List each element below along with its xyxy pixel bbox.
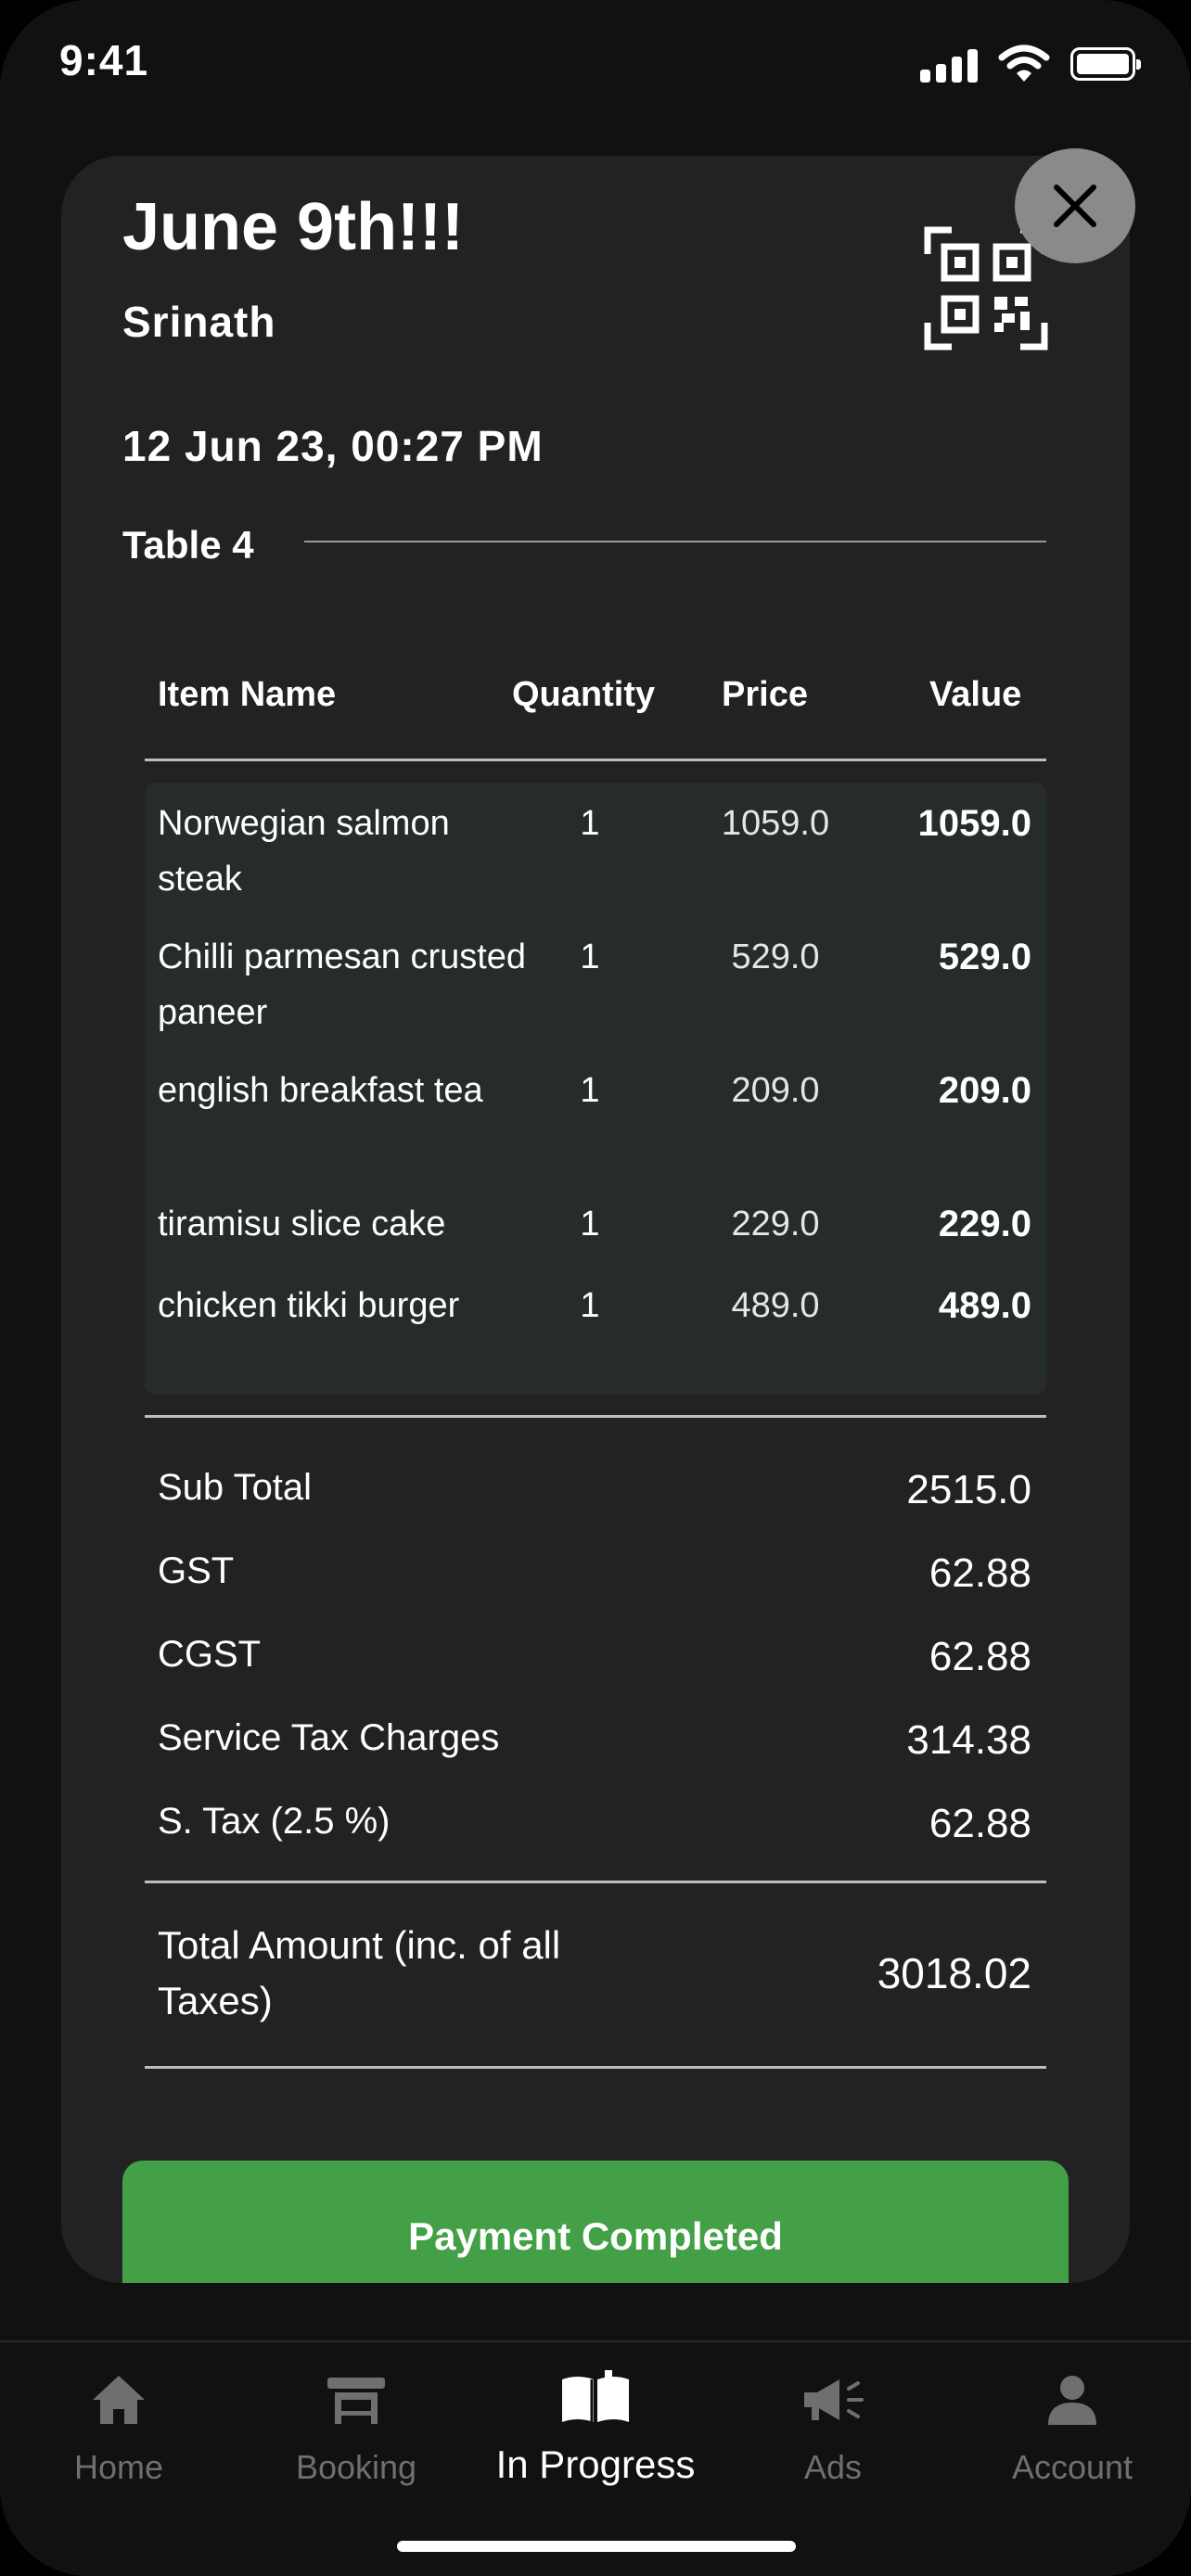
item-name: english breakfast tea xyxy=(158,1071,483,1110)
summary-label: S. Tax (2.5 %) xyxy=(158,1801,391,1842)
tab-home[interactable]: Home xyxy=(0,2365,237,2487)
item-value: 489.0 xyxy=(938,1285,1031,1326)
order-title: June 9th!!! xyxy=(122,190,464,264)
item-name: tiramisu slice cake xyxy=(158,1205,446,1243)
items-list xyxy=(145,783,1046,1395)
order-card: June 9th!!! Srinath 12 Jun 23, 00:27 PM … xyxy=(61,156,1130,2283)
item-value: 1059.0 xyxy=(917,803,1031,844)
header-value: Value xyxy=(929,675,1022,714)
table-label: Table 4 xyxy=(122,523,254,567)
bottom-tab-bar: Home Booking In Progress Ads Account xyxy=(0,2340,1191,2576)
status-icons xyxy=(920,45,1141,83)
wifi-icon xyxy=(998,45,1050,82)
table-icon xyxy=(237,2365,475,2435)
close-icon xyxy=(1054,185,1096,227)
status-time: 9:41 xyxy=(59,36,149,84)
home-icon xyxy=(0,2365,237,2435)
summary-label: Sub Total xyxy=(158,1467,313,1508)
battery-icon xyxy=(1070,47,1141,81)
item-value: 529.0 xyxy=(938,937,1031,977)
customer-name: Srinath xyxy=(122,298,276,346)
item-price: 209.0 xyxy=(731,1071,820,1110)
open-book-icon xyxy=(477,2365,714,2435)
header-price: Price xyxy=(722,675,808,714)
divider xyxy=(145,1881,1046,1883)
person-icon xyxy=(954,2365,1191,2435)
home-indicator xyxy=(397,2541,796,2552)
payment-completed-button[interactable]: Payment Completed xyxy=(122,2161,1069,2283)
divider xyxy=(145,1415,1046,1418)
order-datetime: 12 Jun 23, 00:27 PM xyxy=(122,422,544,470)
item-price: 1059.0 xyxy=(721,804,830,843)
item-value: 209.0 xyxy=(938,1070,1031,1111)
divider xyxy=(304,541,1046,542)
tab-account[interactable]: Account xyxy=(954,2365,1191,2487)
item-quantity: 1 xyxy=(580,804,600,843)
tab-booking[interactable]: Booking xyxy=(237,2365,475,2487)
summary-label: GST xyxy=(158,1550,235,1591)
qr-code-icon[interactable] xyxy=(924,226,1048,351)
tab-label: Account xyxy=(1011,2448,1133,2486)
tab-ads[interactable]: Ads xyxy=(714,2365,952,2487)
item-value: 229.0 xyxy=(938,1204,1031,1244)
tab-label: In Progress xyxy=(495,2442,696,2486)
divider xyxy=(145,2066,1046,2069)
summary-value: 62.88 xyxy=(928,1634,1031,1679)
item-quantity: 1 xyxy=(580,1286,600,1325)
divider xyxy=(145,759,1046,761)
total-value: 3018.02 xyxy=(877,1949,1031,1997)
summary-label: CGST xyxy=(158,1634,262,1675)
cellular-signal-icon xyxy=(920,45,978,83)
summary-value: 314.38 xyxy=(906,1717,1031,1763)
close-button[interactable] xyxy=(1015,148,1135,263)
header-quantity: Quantity xyxy=(512,675,656,714)
summary-value: 62.88 xyxy=(928,1550,1031,1596)
item-name: Norwegian salmon steak xyxy=(158,804,450,899)
item-quantity: 1 xyxy=(580,937,600,976)
summary-label: Service Tax Charges xyxy=(158,1717,500,1758)
tab-in-progress[interactable]: In Progress xyxy=(477,2365,714,2487)
item-name: chicken tikki burger xyxy=(158,1286,460,1325)
item-name: Chilli parmesan crusted paneer xyxy=(158,937,527,1032)
tab-label: Home xyxy=(73,2448,164,2486)
megaphone-icon xyxy=(714,2365,952,2435)
total-label: Total Amount (inc. of all Taxes) xyxy=(158,1923,561,2022)
summary-value: 2515.0 xyxy=(906,1467,1031,1512)
item-price: 489.0 xyxy=(731,1286,820,1325)
summary-value: 62.88 xyxy=(928,1801,1031,1846)
item-quantity: 1 xyxy=(580,1205,600,1243)
header-item-name: Item Name xyxy=(158,675,337,714)
item-price: 229.0 xyxy=(731,1205,820,1243)
item-price: 529.0 xyxy=(731,937,820,976)
table-header: Item Name Quantity Price Value xyxy=(145,675,1072,731)
item-quantity: 1 xyxy=(580,1071,600,1110)
tab-label: Booking xyxy=(295,2448,417,2486)
tab-label: Ads xyxy=(803,2448,863,2486)
